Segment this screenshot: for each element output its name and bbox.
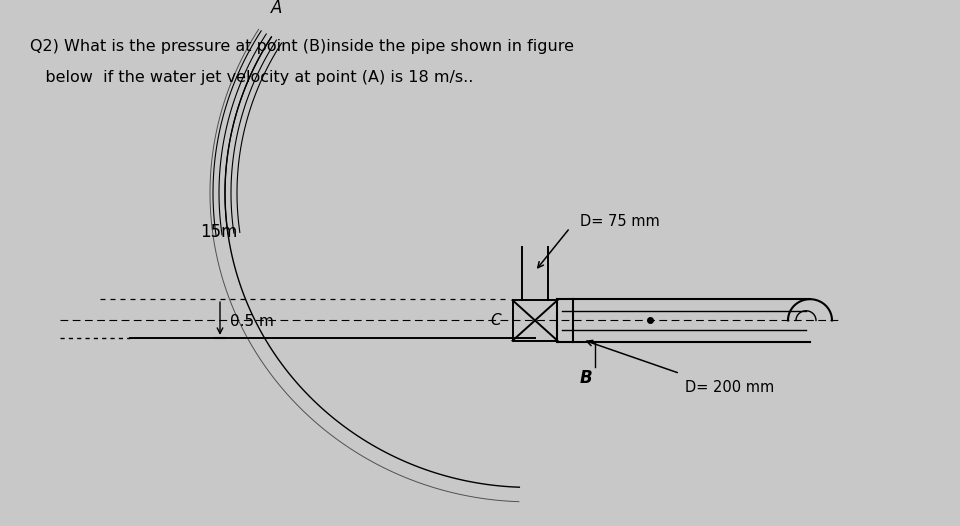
Text: D= 75 mm: D= 75 mm	[580, 214, 660, 228]
Text: D= 200 mm: D= 200 mm	[685, 380, 775, 395]
Text: 15m: 15m	[200, 222, 237, 240]
Text: 0.5 m: 0.5 m	[230, 314, 274, 329]
Text: A: A	[271, 0, 282, 17]
Text: Q2) What is the pressure at point (B)inside the pipe shown in figure: Q2) What is the pressure at point (B)ins…	[30, 38, 574, 54]
Text: B: B	[580, 369, 592, 387]
Text: below  if the water jet velocity at point (A) is 18 m/s..: below if the water jet velocity at point…	[30, 70, 473, 85]
Text: C: C	[491, 313, 501, 328]
